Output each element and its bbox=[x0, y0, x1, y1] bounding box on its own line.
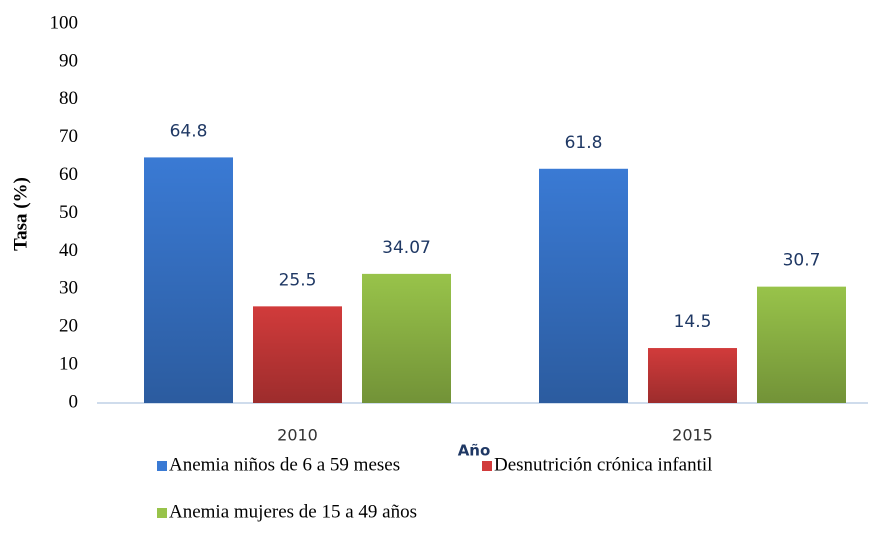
y-tick-label: 80 bbox=[59, 88, 78, 109]
y-tick-label: 70 bbox=[59, 126, 78, 147]
data-label: 34.07 bbox=[382, 238, 431, 258]
y-tick-label: 90 bbox=[59, 50, 78, 71]
bar-shade bbox=[144, 157, 233, 403]
y-tick-label: 10 bbox=[59, 353, 78, 374]
bar-shade bbox=[362, 273, 451, 403]
y-axis-title: Tasa (%) bbox=[10, 177, 31, 251]
legend-swatch bbox=[482, 461, 492, 471]
x-tick-label: 2010 bbox=[277, 426, 318, 445]
y-tick-label: 0 bbox=[69, 391, 79, 412]
y-tick-label: 50 bbox=[59, 202, 78, 223]
y-tick-label: 100 bbox=[50, 12, 79, 33]
bar-shade bbox=[757, 286, 846, 403]
y-tick-label: 30 bbox=[59, 278, 78, 299]
data-label: 61.8 bbox=[565, 133, 603, 153]
legend-swatch bbox=[157, 461, 167, 471]
y-tick-label: 60 bbox=[59, 164, 78, 185]
legend-swatch bbox=[157, 508, 167, 518]
x-tick-label: 2015 bbox=[672, 426, 713, 445]
data-label: 25.5 bbox=[279, 270, 317, 290]
legend-label: Anemia niños de 6 a 59 meses bbox=[169, 454, 400, 475]
bar-shade bbox=[253, 306, 342, 403]
x-axis-title: Año bbox=[458, 442, 491, 460]
data-label: 14.5 bbox=[674, 312, 712, 332]
bar-shade bbox=[539, 168, 628, 403]
legend-label: Anemia mujeres de 15 a 49 años bbox=[169, 501, 417, 522]
y-tick-label: 40 bbox=[59, 240, 78, 261]
y-tick-label: 20 bbox=[59, 316, 78, 337]
data-label: 30.7 bbox=[783, 251, 821, 271]
legend-label: Desnutrición crónica infantil bbox=[494, 454, 712, 475]
bar-shade bbox=[648, 348, 737, 403]
data-label: 64.8 bbox=[170, 121, 208, 141]
